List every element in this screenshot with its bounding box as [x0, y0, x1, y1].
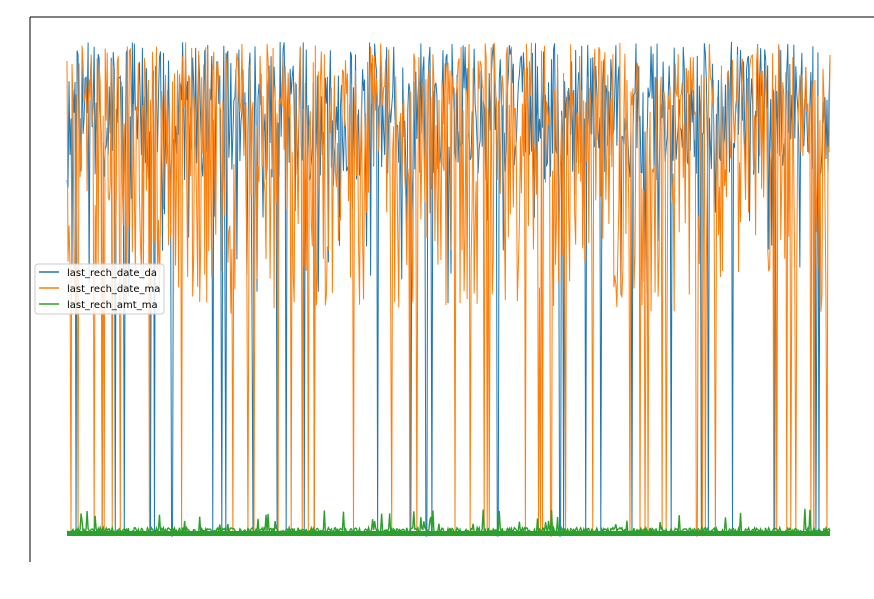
series-line-1: [66, 42, 831, 537]
legend-box: [34, 263, 165, 315]
legend-label-0: last_rech_date_da: [67, 268, 157, 279]
legend-label-1: last_rech_date_ma: [67, 284, 160, 295]
legend: last_rech_date_da last_rech_date_ma last…: [34, 263, 165, 315]
series-band-2: [67, 531, 830, 536]
series-line-2: [66, 508, 831, 537]
legend-label-2: last_rech_amt_ma: [67, 300, 158, 311]
series-layer: [66, 41, 831, 537]
